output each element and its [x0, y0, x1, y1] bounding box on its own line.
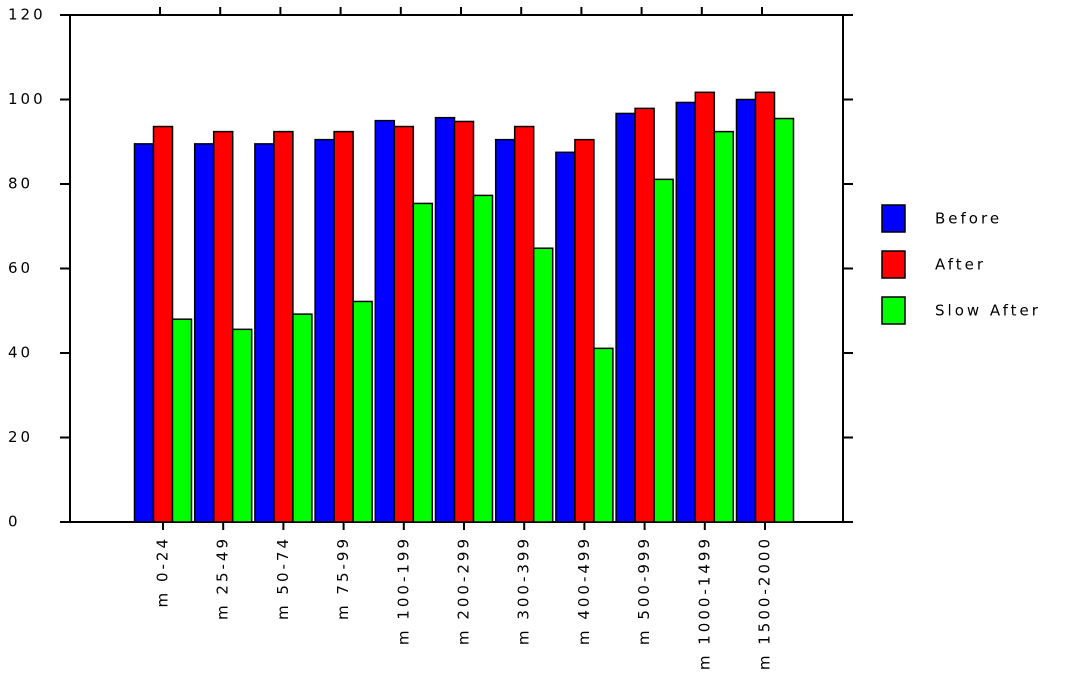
- y-tick-label: 100: [8, 90, 46, 108]
- x-tick-label: m 400-499: [575, 536, 593, 645]
- bar: [393, 125, 415, 523]
- bar: [754, 91, 776, 523]
- bar: [314, 138, 335, 523]
- bar: [494, 138, 516, 523]
- bar: [694, 91, 716, 523]
- y-tick-label: 20: [8, 428, 33, 446]
- bar: [574, 138, 595, 523]
- bar: [133, 143, 155, 523]
- bar: [615, 112, 636, 523]
- bar: [193, 143, 215, 523]
- legend-label: After: [935, 256, 986, 274]
- bar: [532, 247, 554, 523]
- x-tick-label: m 1500-2000: [756, 536, 774, 670]
- x-tick-label: m 100-199: [394, 536, 412, 645]
- x-tick-label: m 200-299: [455, 536, 473, 645]
- x-tick-label: m 500-999: [635, 536, 653, 645]
- x-tick-label: m 25-49: [214, 536, 232, 620]
- bar: [735, 98, 757, 523]
- bar: [653, 178, 674, 523]
- bar: [292, 313, 313, 523]
- bar: [152, 125, 174, 523]
- x-tick-label: m 0-24: [154, 536, 172, 607]
- bar: [352, 300, 373, 523]
- legend-label: Slow After: [935, 302, 1041, 320]
- bar: [773, 117, 795, 523]
- bar: [171, 318, 193, 523]
- bar: [555, 151, 576, 523]
- bar: [212, 130, 234, 523]
- x-tick-label: m 75-99: [334, 536, 352, 620]
- bar: [254, 143, 275, 523]
- legend-swatch: [881, 204, 906, 233]
- bar: [333, 130, 354, 523]
- y-tick-label: 40: [8, 344, 33, 362]
- legend-label: Before: [935, 210, 1002, 228]
- bar: [593, 347, 614, 523]
- x-tick-label: m 50-74: [274, 536, 292, 620]
- legend-swatch: [881, 250, 906, 279]
- y-tick-label: 120: [8, 6, 46, 24]
- y-tick-label: 0: [8, 513, 21, 531]
- bar: [634, 107, 655, 523]
- x-tick-label: m 1000-1499: [695, 536, 713, 670]
- bar: [231, 328, 253, 523]
- y-tick-label: 60: [8, 259, 33, 277]
- bar: [453, 120, 475, 523]
- bar: [374, 119, 396, 523]
- bar: [273, 130, 294, 523]
- bar: [412, 202, 434, 523]
- bar: [472, 194, 494, 523]
- bar: [675, 101, 697, 523]
- y-tick-label: 80: [8, 175, 33, 193]
- x-tick-label: m 300-399: [515, 536, 533, 645]
- legend-swatch: [881, 296, 906, 325]
- bar: [713, 130, 735, 523]
- bar: [513, 125, 535, 523]
- bar: [434, 116, 456, 523]
